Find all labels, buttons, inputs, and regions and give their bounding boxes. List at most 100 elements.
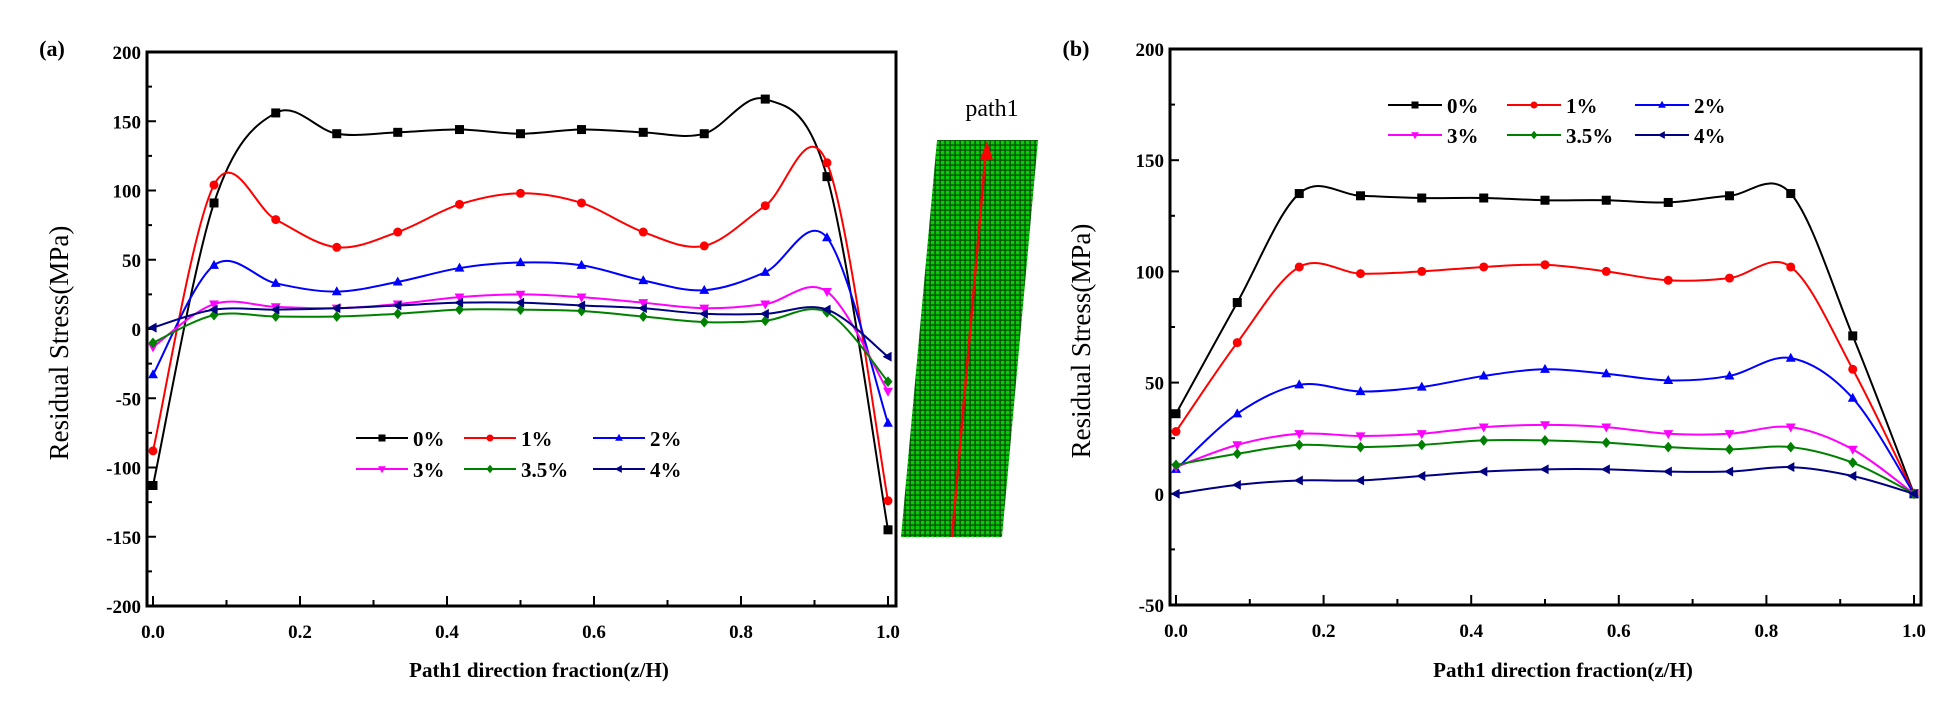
diamond-marker xyxy=(1601,437,1611,449)
path1-label: path1 xyxy=(965,96,1018,122)
triangle-up-marker xyxy=(331,286,342,296)
triangle-left-marker xyxy=(1662,466,1672,477)
triangle-up-marker xyxy=(1785,352,1796,362)
triangle-up-marker xyxy=(1724,370,1735,380)
triangle-left-marker xyxy=(576,300,586,311)
diamond-marker xyxy=(760,315,770,327)
triangle-left-marker xyxy=(515,297,525,308)
triangle-left-marker xyxy=(1847,471,1857,481)
circle-marker xyxy=(1232,338,1242,348)
diamond-marker xyxy=(1294,439,1304,451)
legend-label: 1% xyxy=(521,427,553,451)
triangle-up-marker xyxy=(883,417,893,427)
circle-marker xyxy=(393,227,403,237)
circle-marker xyxy=(1601,266,1611,276)
legend-entry: 3.5% xyxy=(1507,124,1613,148)
diamond-marker xyxy=(1232,448,1242,460)
diamond-marker xyxy=(1848,457,1858,469)
triangle-up-marker xyxy=(1540,363,1550,373)
diamond-marker xyxy=(1540,435,1550,446)
triangle-down-marker xyxy=(1663,430,1674,440)
circle-marker xyxy=(1417,266,1427,276)
square-marker xyxy=(516,129,525,139)
y-tick-label: -50 xyxy=(116,389,141,410)
triangle-up-marker xyxy=(1232,408,1243,418)
chart-panel-a: -200 -150 -100 -50 0 50 100 150 200 0.0 0.2 0.4 0.6 0… xyxy=(39,36,900,682)
legend-label: 3% xyxy=(413,458,445,482)
circle-marker xyxy=(1479,262,1489,272)
x-tick-label: 0.2 xyxy=(1312,621,1336,642)
square-marker xyxy=(577,125,587,135)
legend-entry: 4% xyxy=(1635,124,1726,148)
square-marker xyxy=(699,129,709,139)
triangle-left-marker xyxy=(1908,488,1918,499)
square-marker xyxy=(148,481,158,491)
diamond-marker xyxy=(1479,435,1489,446)
x-tick-label: 0.8 xyxy=(1755,621,1779,642)
square-marker xyxy=(1232,298,1242,308)
y-tick-label: 50 xyxy=(1145,374,1164,395)
square-marker xyxy=(393,127,403,137)
triangle-left-marker xyxy=(821,304,831,315)
square-marker xyxy=(1356,191,1365,201)
circle-marker xyxy=(1294,262,1304,272)
triangle-up-marker xyxy=(1355,386,1366,396)
legend-label: 2% xyxy=(650,427,682,451)
triangle-down-marker xyxy=(515,290,526,300)
square-marker xyxy=(1540,195,1550,205)
triangle-up-marker xyxy=(454,262,465,272)
triangle-left-marker xyxy=(882,351,892,362)
triangle-left-marker xyxy=(1539,464,1549,475)
triangle-left-marker xyxy=(392,300,402,311)
y-tick-label: 0 xyxy=(1155,485,1165,506)
diamond-marker xyxy=(699,316,709,328)
series-0% xyxy=(1171,182,1919,499)
triangle-left-marker xyxy=(1657,131,1665,139)
diamond-marker xyxy=(516,304,525,316)
circle-marker xyxy=(699,241,709,251)
triangle-down-marker xyxy=(1847,445,1858,455)
legend-label: 2% xyxy=(1694,94,1726,118)
series-1% xyxy=(1171,260,1919,499)
series-3.5% xyxy=(1171,435,1919,500)
circle-marker xyxy=(638,227,648,237)
square-marker xyxy=(271,108,281,118)
circle-marker xyxy=(271,215,281,225)
x-tick-label: 0.0 xyxy=(1164,621,1188,642)
square-marker xyxy=(1786,189,1796,199)
series-line xyxy=(1175,260,1915,495)
legend-entry: 3% xyxy=(356,458,445,482)
series-4% xyxy=(1170,462,1918,499)
circle-marker xyxy=(486,434,494,442)
triangle-left-marker xyxy=(331,303,341,314)
triangle-down-marker xyxy=(1478,423,1489,433)
legend-label: 0% xyxy=(1447,94,1479,118)
triangle-left-marker xyxy=(1785,462,1795,473)
triangle-down-marker xyxy=(1785,423,1796,433)
y-tick-label: -100 xyxy=(106,459,141,480)
series-4% xyxy=(147,297,892,362)
series-3% xyxy=(1171,421,1919,500)
triangle-left-marker xyxy=(208,304,218,315)
triangle-up-marker xyxy=(1416,381,1427,391)
circle-marker xyxy=(332,242,342,252)
triangle-up-marker xyxy=(392,276,403,286)
diamond-marker xyxy=(332,311,342,322)
x-tick-label: 0.4 xyxy=(1459,621,1483,642)
y-tick-label: 200 xyxy=(1136,40,1165,61)
triangle-down-marker xyxy=(209,300,219,310)
triangle-down-marker xyxy=(1355,432,1366,442)
triangle-down-marker xyxy=(1294,430,1305,440)
triangle-up-marker xyxy=(615,433,623,441)
diamond-marker xyxy=(1725,443,1734,455)
legend: 0% 1% 2% 3% 3.5% 4% xyxy=(1388,94,1726,148)
x-tick-label: 1.0 xyxy=(876,622,900,643)
circle-marker xyxy=(148,446,158,456)
triangle-up-marker xyxy=(1847,392,1858,402)
series-line xyxy=(152,308,889,383)
diamond-marker xyxy=(1356,441,1365,453)
square-marker xyxy=(1479,193,1489,203)
y-tick-label: 100 xyxy=(113,182,142,203)
triangle-up-marker xyxy=(209,259,219,269)
triangle-down-marker xyxy=(883,387,893,397)
